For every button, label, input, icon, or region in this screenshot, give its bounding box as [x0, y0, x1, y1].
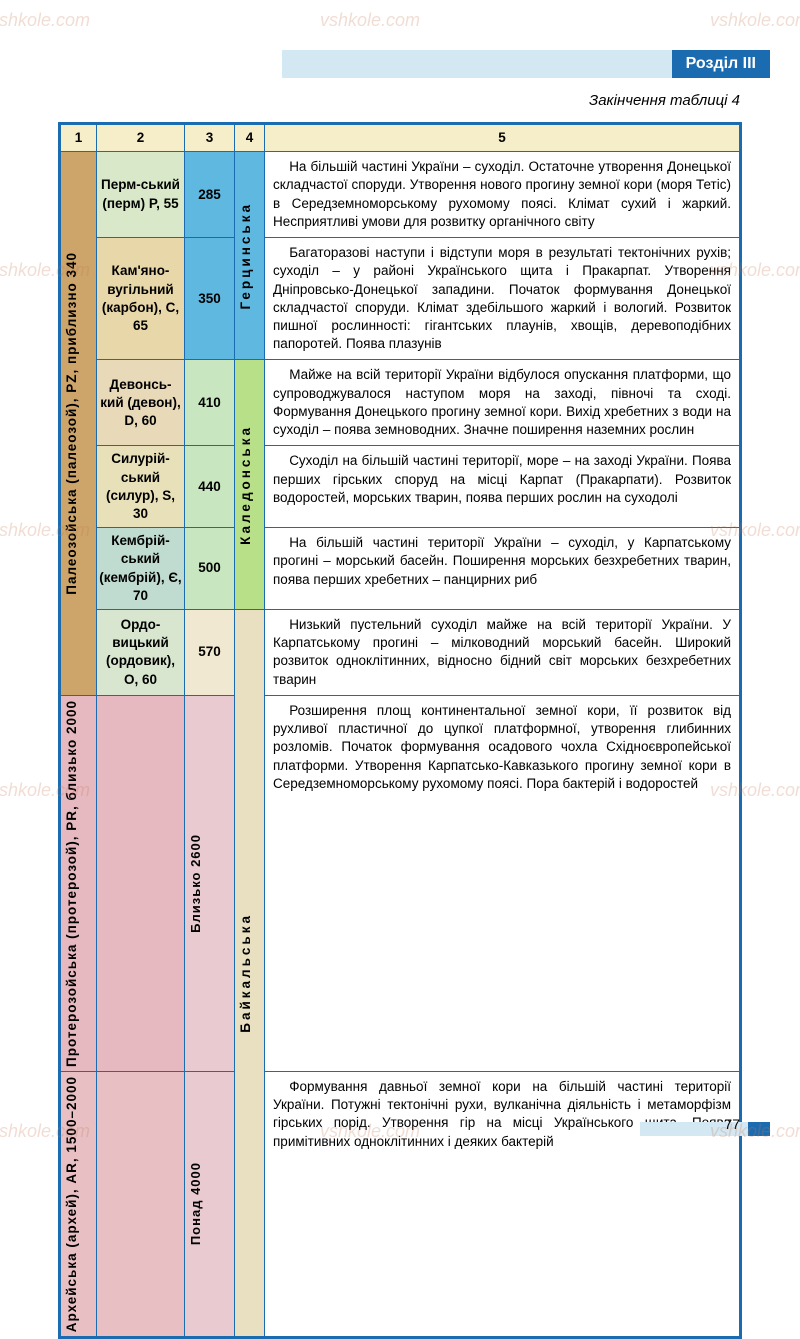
fold-cell: Герцинська: [235, 152, 265, 360]
watermark: vshkole.com: [710, 10, 800, 31]
era-label: Палеозойська (палеозой), PZ, приблизно 3…: [63, 252, 81, 595]
col-3: 3: [185, 125, 235, 152]
section-title: Розділ ІІІ: [672, 50, 770, 78]
col-2: 2: [97, 125, 185, 152]
description-cell: Суходіл на більшій частині території, мо…: [265, 446, 740, 528]
fold-label: Байкальська: [237, 913, 255, 1033]
geologic-table: 1 2 3 4 5 Палеозойська (палеозой), PZ, п…: [58, 122, 742, 1339]
description-cell: На більшій частині території України – с…: [265, 528, 740, 610]
fold-label: Каледонська: [237, 425, 255, 545]
description-cell: Формування давньої земної кори на більші…: [265, 1071, 740, 1336]
period-cell: [97, 695, 185, 1071]
page-number: 77: [724, 1116, 740, 1132]
table-row: Силурій-ський (силур), S, 30440 Суходіл н…: [61, 446, 740, 528]
period-cell: Перм-ський (перм) P, 55: [97, 152, 185, 238]
description-cell: Майже на всій території України відбулос…: [265, 360, 740, 446]
table-header-row: 1 2 3 4 5: [61, 125, 740, 152]
period-cell: Силурій-ський (силур), S, 30: [97, 446, 185, 528]
number-cell: 500: [185, 528, 235, 610]
description-cell: Низький пустельний суходіл майже на всій…: [265, 610, 740, 696]
table-row: Палеозойська (палеозой), PZ, приблизно 3…: [61, 152, 740, 238]
table-row: Протерозойська (протерозой), PR, близько…: [61, 695, 740, 1071]
col-1: 1: [61, 125, 97, 152]
watermark: vshkole.com: [0, 10, 90, 31]
table-row: Ордо-вицький (ордовик), O, 60570Байкальс…: [61, 610, 740, 696]
period-cell: Девонсь-кий (девон), D, 60: [97, 360, 185, 446]
table-row: Девонсь-кий (девон), D, 60410Каледонська…: [61, 360, 740, 446]
col-4: 4: [235, 125, 265, 152]
number-cell: Понад 4000: [185, 1071, 235, 1336]
number-cell: 285: [185, 152, 235, 238]
number-cell: 350: [185, 238, 235, 360]
number-cell: Близько 2600: [185, 695, 235, 1071]
fold-cell: Байкальська: [235, 610, 265, 1337]
footer-accent: [640, 1122, 770, 1136]
header-accent: [282, 50, 672, 78]
number-cell: 570: [185, 610, 235, 696]
era-label: Архейська (архей), AR, 1500–2000: [63, 1076, 81, 1332]
number-cell: 440: [185, 446, 235, 528]
number-cell: 410: [185, 360, 235, 446]
description-cell: Розширення площ континентальної земної к…: [265, 695, 740, 1071]
fold-label: Герцинська: [237, 202, 255, 310]
table-row: Кам'яно-вугільний (карбон), C, 65350 Бага…: [61, 238, 740, 360]
period-cell: Кам'яно-вугільний (карбон), C, 65: [97, 238, 185, 360]
description-cell: Багаторазові наступи і відступи моря в р…: [265, 238, 740, 360]
table-row: Архейська (архей), AR, 1500–2000 Понад 40…: [61, 1071, 740, 1336]
table-caption: Закінчення таблиці 4: [589, 92, 740, 109]
col-5: 5: [265, 125, 740, 152]
description-cell: На більшій частині України – суходіл. Ос…: [265, 152, 740, 238]
fold-cell: Каледонська: [235, 360, 265, 610]
era-cell: Палеозойська (палеозой), PZ, приблизно 3…: [61, 152, 97, 696]
watermark: vshkole.com: [320, 10, 420, 31]
era-cell: Протерозойська (протерозой), PR, близько…: [61, 695, 97, 1071]
period-cell: Ордо-вицький (ордовик), O, 60: [97, 610, 185, 696]
period-cell: Кембрій-ський (кембрій), Є, 70: [97, 528, 185, 610]
era-cell: Архейська (архей), AR, 1500–2000: [61, 1071, 97, 1336]
era-label: Протерозойська (протерозой), PR, близько…: [63, 700, 81, 1067]
table-row: Кембрій-ський (кембрій), Є, 70500 На біль…: [61, 528, 740, 610]
period-cell: [97, 1071, 185, 1336]
